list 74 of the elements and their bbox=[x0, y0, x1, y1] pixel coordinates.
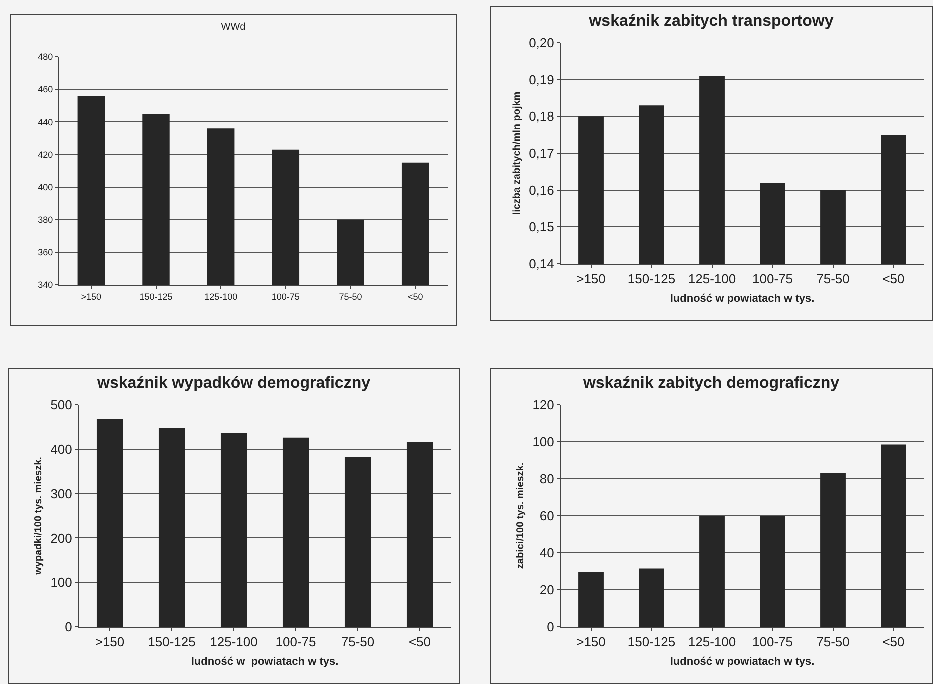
y-tick-label: 0,20 bbox=[529, 36, 554, 51]
y-tick-label: 340 bbox=[38, 280, 54, 290]
y-tick-label: 420 bbox=[38, 150, 54, 160]
y-tick-label: 400 bbox=[50, 442, 72, 457]
y-axis-title: wypadki/100 tys. mieszk. bbox=[34, 456, 45, 576]
y-tick-label: 0 bbox=[65, 620, 72, 635]
y-axis-title: zabici/100 tys. mieszk. bbox=[516, 462, 527, 570]
y-tick-label: 0,19 bbox=[529, 72, 554, 88]
y-tick-label: 120 bbox=[532, 398, 554, 413]
y-tick-label: 360 bbox=[38, 248, 54, 258]
y-tick-label: 500 bbox=[50, 398, 72, 413]
x-axis-title: ludność w powiatach w tys. bbox=[191, 656, 339, 668]
x-tick-label: <50 bbox=[882, 272, 905, 287]
y-tick-label: 0,14 bbox=[529, 256, 554, 272]
y-tick-label: 460 bbox=[38, 84, 54, 95]
bar bbox=[406, 442, 434, 627]
bar bbox=[578, 572, 604, 627]
x-tick-label: 75-50 bbox=[339, 292, 362, 302]
x-tick-label: 150-125 bbox=[628, 634, 676, 650]
x-tick-label: <50 bbox=[408, 292, 424, 302]
x-tick-label: 75-50 bbox=[816, 634, 850, 650]
x-tick-label: 100-75 bbox=[752, 272, 793, 287]
bar bbox=[700, 516, 725, 627]
bar bbox=[760, 516, 786, 627]
x-tick-label: <50 bbox=[882, 634, 905, 650]
y-tick-label: 60 bbox=[540, 508, 554, 524]
x-tick-label: 75-50 bbox=[816, 272, 850, 287]
x-axis-title: ludność w powiatach w tys. bbox=[670, 656, 815, 668]
y-tick-label: 100 bbox=[532, 434, 554, 450]
y-tick-label: 20 bbox=[540, 582, 554, 598]
x-tick-label: 125-100 bbox=[204, 292, 238, 302]
x-tick-label: >150 bbox=[576, 272, 606, 287]
bar bbox=[639, 568, 664, 627]
y-axis-title: liczba zabitych/mln pojkm bbox=[512, 92, 524, 216]
x-tick-label: <50 bbox=[408, 634, 432, 650]
x-tick-label: >150 bbox=[81, 292, 102, 302]
y-tick-label: 80 bbox=[540, 472, 554, 487]
y-tick-label: 440 bbox=[38, 117, 54, 128]
y-tick-label: 400 bbox=[38, 182, 54, 192]
y-tick-label: 480 bbox=[38, 52, 54, 62]
y-tick-label: 0,17 bbox=[529, 146, 554, 162]
y-tick-label: 0,16 bbox=[529, 182, 554, 198]
x-tick-label: >150 bbox=[576, 634, 606, 650]
bar bbox=[158, 428, 186, 627]
x-axis-title: ludność w powiatach w tys. bbox=[670, 292, 815, 305]
bar bbox=[96, 419, 124, 627]
x-tick-label: 100-75 bbox=[272, 292, 300, 302]
chart-title: wskaźnik zabitych demograficzny bbox=[582, 375, 840, 392]
y-tick-label: 40 bbox=[540, 546, 554, 561]
bar bbox=[820, 473, 846, 627]
y-tick-label: 0,15 bbox=[529, 220, 554, 235]
x-tick-label: >150 bbox=[95, 634, 125, 650]
x-tick-label: 75-50 bbox=[341, 634, 375, 650]
y-tick-label: 100 bbox=[50, 575, 72, 590]
x-tick-label: 150-125 bbox=[148, 634, 196, 650]
bar bbox=[220, 432, 248, 627]
y-tick-label: 200 bbox=[50, 530, 72, 546]
chart-title: WWd bbox=[221, 22, 246, 33]
bar bbox=[881, 444, 906, 627]
x-tick-label: 150-125 bbox=[140, 292, 173, 302]
y-tick-label: 0 bbox=[547, 620, 554, 635]
x-tick-label: 125-100 bbox=[688, 272, 736, 287]
y-tick-label: 380 bbox=[38, 215, 54, 226]
chart-title: wskaźnik zabitych transportowy bbox=[588, 13, 834, 30]
x-tick-label: 125-100 bbox=[688, 634, 736, 650]
x-tick-label: 100-75 bbox=[276, 634, 316, 650]
x-tick-label: 150-125 bbox=[628, 272, 676, 287]
bar bbox=[282, 438, 310, 627]
chart-title: wskaźnik wypadków demograficzny bbox=[96, 375, 371, 392]
x-tick-label: 100-75 bbox=[752, 634, 793, 650]
x-tick-label: 125-100 bbox=[210, 634, 258, 650]
y-tick-label: 300 bbox=[50, 486, 72, 502]
bar bbox=[344, 457, 372, 627]
y-tick-label: 0,18 bbox=[529, 109, 554, 124]
